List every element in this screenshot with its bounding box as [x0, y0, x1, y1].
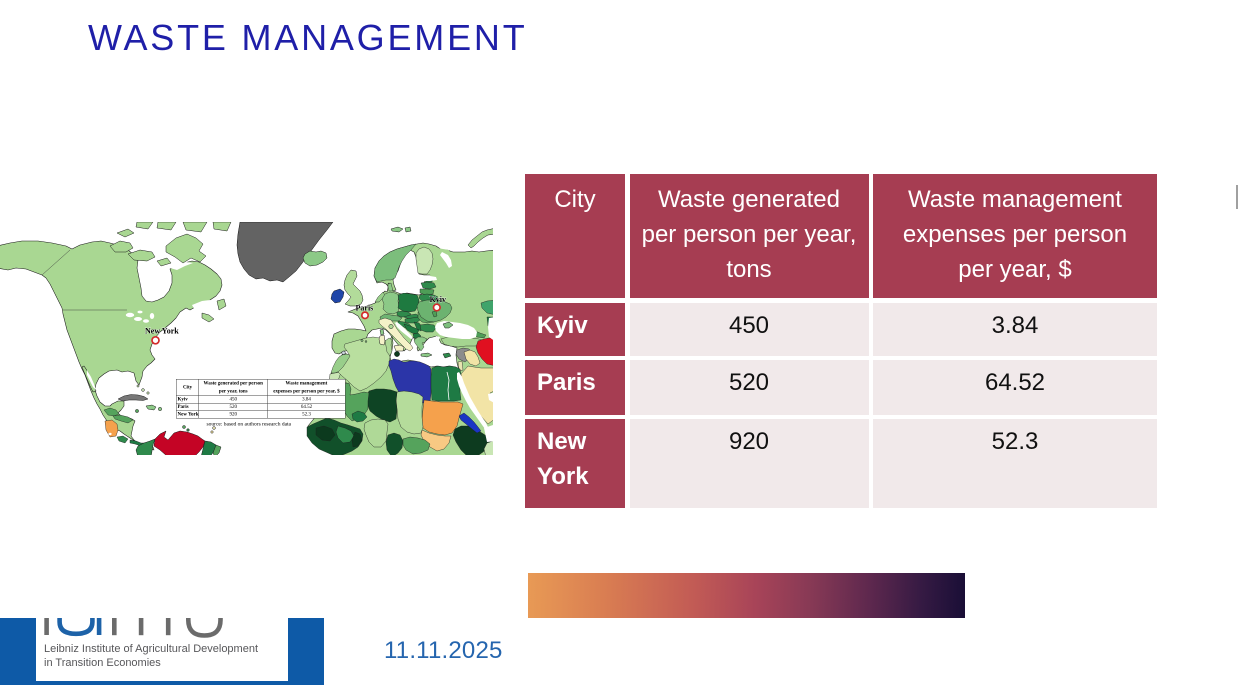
svg-text:Kyiv: Kyiv: [430, 295, 446, 304]
svg-text:Paris: Paris: [356, 304, 374, 313]
svg-text:New York: New York: [145, 326, 179, 335]
